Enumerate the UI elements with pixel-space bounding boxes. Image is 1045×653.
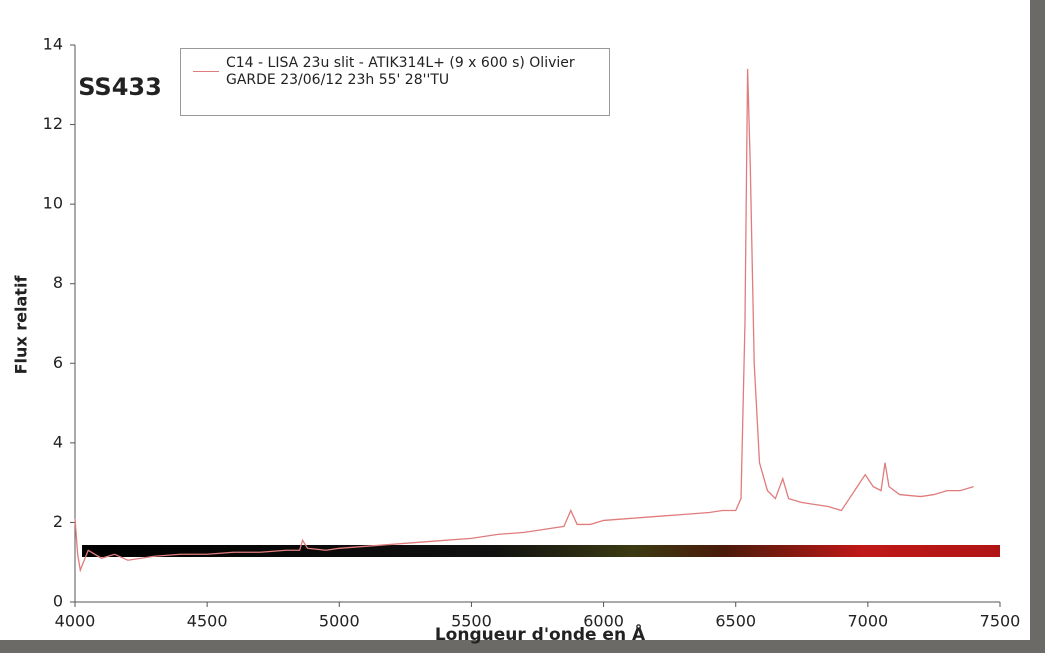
y-tick-label: 2 xyxy=(53,512,63,531)
spectrum-strip xyxy=(82,545,1000,557)
y-tick-label: 10 xyxy=(43,194,63,213)
legend: C14 - LISA 23u slit - ATIK314L+ (9 x 600… xyxy=(180,48,610,116)
y-tick-label: 12 xyxy=(43,114,63,133)
chart-title: SS433 xyxy=(78,73,162,101)
y-tick-label: 4 xyxy=(53,432,63,451)
legend-label: C14 - LISA 23u slit - ATIK314L+ (9 x 600… xyxy=(226,55,603,89)
y-tick-label: 6 xyxy=(53,353,63,372)
y-axis-label: Flux relatif xyxy=(12,275,31,375)
page: SS433 Longueur d'onde en Å Flux relatif … xyxy=(0,0,1045,653)
y-tick-label: 8 xyxy=(53,273,63,292)
x-tick-label: 6500 xyxy=(715,612,756,631)
x-tick-label: 5000 xyxy=(319,612,360,631)
x-tick-label: 4500 xyxy=(187,612,228,631)
x-tick-label: 7000 xyxy=(847,612,888,631)
x-tick-label: 6000 xyxy=(583,612,624,631)
x-tick-label: 5500 xyxy=(451,612,492,631)
x-tick-label: 4000 xyxy=(55,612,96,631)
x-tick-label: 7500 xyxy=(980,612,1021,631)
legend-swatch xyxy=(193,71,219,72)
y-tick-label: 14 xyxy=(43,35,63,54)
y-tick-label: 0 xyxy=(53,592,63,611)
